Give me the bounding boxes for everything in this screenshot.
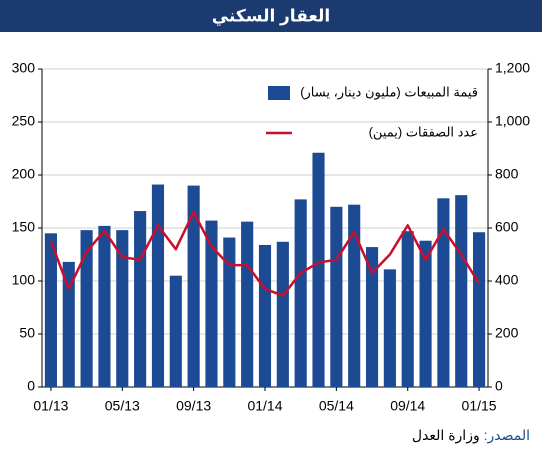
y2-tick-label: 0 bbox=[495, 378, 503, 394]
x-tick-label: 05/13 bbox=[105, 398, 140, 414]
bar bbox=[276, 241, 289, 387]
y2-tick-label: 1,200 bbox=[495, 60, 530, 76]
y-tick-label: 150 bbox=[12, 219, 36, 235]
bar bbox=[437, 198, 450, 387]
bar bbox=[294, 199, 307, 387]
title-bar bbox=[0, 0, 542, 32]
bar bbox=[312, 152, 325, 387]
bar bbox=[473, 232, 486, 387]
legend-swatch bbox=[268, 86, 290, 100]
bar bbox=[205, 220, 218, 387]
y2-tick-label: 800 bbox=[495, 166, 519, 182]
y2-tick-label: 600 bbox=[495, 219, 519, 235]
y-tick-label: 50 bbox=[19, 325, 35, 341]
y-tick-label: 0 bbox=[27, 378, 35, 394]
chart-title: العقار السكني bbox=[212, 6, 330, 26]
y-tick-label: 200 bbox=[12, 166, 36, 182]
bar bbox=[134, 211, 147, 387]
bar bbox=[401, 231, 414, 387]
source-label: المصدر: bbox=[484, 427, 530, 444]
bar bbox=[330, 206, 343, 387]
bar bbox=[169, 275, 182, 387]
legend-label: عدد الصفقات (يمين) bbox=[369, 124, 478, 140]
bar bbox=[98, 225, 111, 387]
source-text: وزارة العدل bbox=[412, 427, 480, 444]
x-tick-label: 01/15 bbox=[462, 398, 497, 414]
bar bbox=[365, 247, 379, 387]
y2-tick-label: 200 bbox=[495, 325, 519, 341]
y2-tick-label: 1,000 bbox=[495, 113, 530, 129]
x-tick-label: 01/14 bbox=[247, 398, 282, 414]
bar bbox=[383, 269, 396, 387]
bar bbox=[258, 244, 272, 387]
bar bbox=[455, 195, 468, 387]
x-tick-label: 09/14 bbox=[390, 398, 425, 414]
bar bbox=[348, 204, 361, 387]
y2-tick-label: 400 bbox=[495, 272, 519, 288]
x-tick-label: 05/14 bbox=[319, 398, 354, 414]
y-tick-label: 250 bbox=[12, 113, 36, 129]
y-tick-label: 100 bbox=[12, 272, 36, 288]
bar bbox=[187, 185, 200, 387]
bar bbox=[223, 237, 236, 387]
legend-label: قيمة المبيعات (مليون دينار، يسار) bbox=[300, 84, 478, 100]
x-tick-label: 09/13 bbox=[176, 398, 211, 414]
bar bbox=[116, 230, 129, 387]
x-tick-label: 01/13 bbox=[33, 398, 68, 414]
bar bbox=[151, 184, 165, 387]
bar bbox=[44, 233, 57, 387]
y-tick-label: 300 bbox=[12, 60, 36, 76]
bar bbox=[241, 221, 254, 387]
bar bbox=[80, 230, 93, 387]
bar bbox=[419, 240, 432, 387]
bar bbox=[62, 261, 75, 387]
line bbox=[49, 210, 481, 297]
source: المصدر: وزارة العدل bbox=[412, 427, 530, 444]
